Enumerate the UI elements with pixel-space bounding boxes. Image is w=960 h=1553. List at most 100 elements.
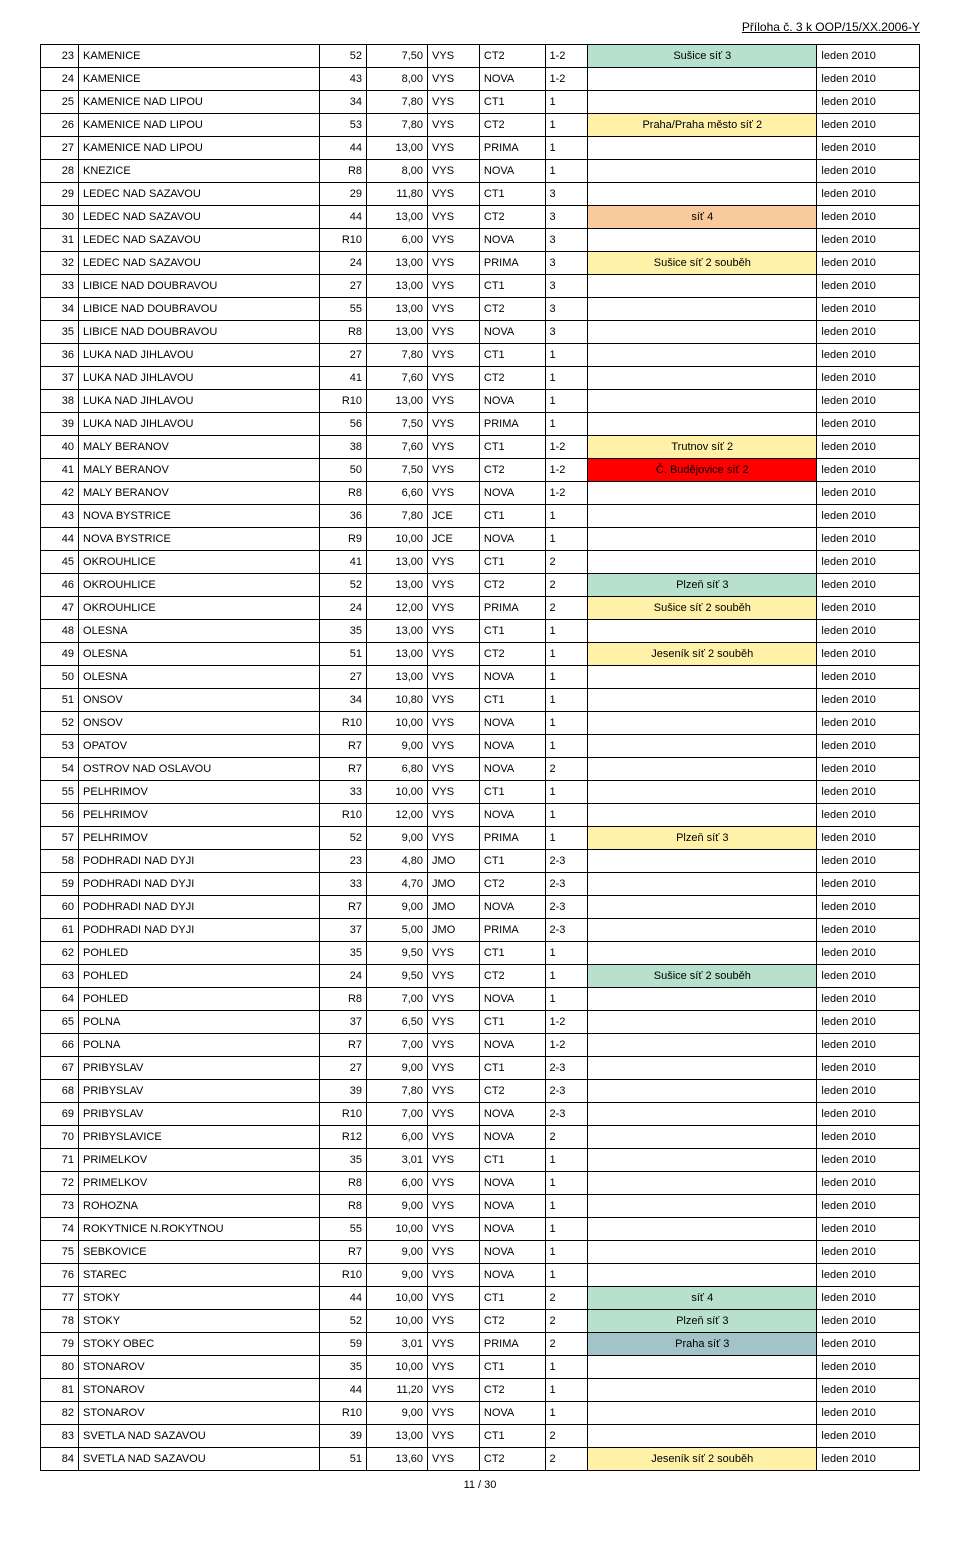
channel: 27	[319, 1057, 366, 1080]
date: leden 2010	[817, 114, 920, 137]
region: VYS	[428, 68, 480, 91]
region: VYS	[428, 390, 480, 413]
range: 1	[545, 827, 588, 850]
value: 10,00	[367, 1287, 428, 1310]
value: 13,00	[367, 1425, 428, 1448]
channel: R7	[319, 735, 366, 758]
channel: 41	[319, 367, 366, 390]
channel: 51	[319, 1448, 366, 1471]
channel: 35	[319, 942, 366, 965]
location-name: STOKY OBEC	[79, 1333, 320, 1356]
value: 10,00	[367, 712, 428, 735]
location-name: LUKA NAD JIHLAVOU	[79, 344, 320, 367]
region: VYS	[428, 1218, 480, 1241]
region: VYS	[428, 1425, 480, 1448]
location-name: ONSOV	[79, 689, 320, 712]
value: 10,00	[367, 528, 428, 551]
table-row: 46OKROUHLICE5213,00VYSCT22Plzeň síť 3led…	[41, 574, 920, 597]
station: PRIMA	[479, 919, 545, 942]
location-name: LEDEC NAD SAZAVOU	[79, 206, 320, 229]
note	[588, 1195, 817, 1218]
channel: 50	[319, 459, 366, 482]
note	[588, 68, 817, 91]
row-number: 36	[41, 344, 79, 367]
range: 1	[545, 344, 588, 367]
station: PRIMA	[479, 137, 545, 160]
channel: 44	[319, 206, 366, 229]
location-name: PRIBYSLAV	[79, 1057, 320, 1080]
range: 1	[545, 1149, 588, 1172]
row-number: 59	[41, 873, 79, 896]
range: 1-2	[545, 68, 588, 91]
range: 2	[545, 574, 588, 597]
station: NOVA	[479, 1241, 545, 1264]
date: leden 2010	[817, 551, 920, 574]
station: CT1	[479, 1149, 545, 1172]
row-number: 82	[41, 1402, 79, 1425]
date: leden 2010	[817, 1333, 920, 1356]
range: 2	[545, 597, 588, 620]
date: leden 2010	[817, 827, 920, 850]
channel: 35	[319, 1356, 366, 1379]
range: 1	[545, 114, 588, 137]
note	[588, 896, 817, 919]
location-name: SVETLA NAD SAZAVOU	[79, 1448, 320, 1471]
channel: 44	[319, 137, 366, 160]
row-number: 25	[41, 91, 79, 114]
location-name: OSTROV NAD OSLAVOU	[79, 758, 320, 781]
table-row: 39LUKA NAD JIHLAVOU567,50VYSPRIMA1leden …	[41, 413, 920, 436]
row-number: 81	[41, 1379, 79, 1402]
range: 3	[545, 183, 588, 206]
station: PRIMA	[479, 827, 545, 850]
value: 11,80	[367, 183, 428, 206]
row-number: 33	[41, 275, 79, 298]
table-row: 59PODHRADI NAD DYJI334,70JMOCT22-3leden …	[41, 873, 920, 896]
station: CT2	[479, 459, 545, 482]
range: 2	[545, 551, 588, 574]
table-row: 33LIBICE NAD DOUBRAVOU2713,00VYSCT13lede…	[41, 275, 920, 298]
region: VYS	[428, 1379, 480, 1402]
range: 3	[545, 298, 588, 321]
value: 13,00	[367, 390, 428, 413]
note	[588, 758, 817, 781]
table-row: 70PRIBYSLAVICER126,00VYSNOVA2leden 2010	[41, 1126, 920, 1149]
note	[588, 1379, 817, 1402]
table-row: 78STOKY5210,00VYSCT22Plzeň síť 3leden 20…	[41, 1310, 920, 1333]
value: 10,00	[367, 781, 428, 804]
channel: 55	[319, 1218, 366, 1241]
channel: 55	[319, 298, 366, 321]
channel: R10	[319, 1103, 366, 1126]
table-row: 29LEDEC NAD SAZAVOU2911,80VYSCT13leden 2…	[41, 183, 920, 206]
range: 2	[545, 1287, 588, 1310]
station: CT2	[479, 298, 545, 321]
note	[588, 275, 817, 298]
channel: 24	[319, 252, 366, 275]
station: NOVA	[479, 988, 545, 1011]
row-number: 50	[41, 666, 79, 689]
date: leden 2010	[817, 942, 920, 965]
row-number: 71	[41, 1149, 79, 1172]
region: VYS	[428, 183, 480, 206]
date: leden 2010	[817, 1011, 920, 1034]
note	[588, 1126, 817, 1149]
note: Jeseník síť 2 souběh	[588, 643, 817, 666]
channel: 44	[319, 1287, 366, 1310]
row-number: 69	[41, 1103, 79, 1126]
value: 7,00	[367, 988, 428, 1011]
note	[588, 620, 817, 643]
channel: R7	[319, 1241, 366, 1264]
channel: 24	[319, 597, 366, 620]
station: CT2	[479, 206, 545, 229]
location-name: LIBICE NAD DOUBRAVOU	[79, 298, 320, 321]
channel: R10	[319, 712, 366, 735]
row-number: 67	[41, 1057, 79, 1080]
region: VYS	[428, 1149, 480, 1172]
location-name: MALY BERANOV	[79, 459, 320, 482]
location-name: PRIMELKOV	[79, 1149, 320, 1172]
value: 9,00	[367, 1241, 428, 1264]
note	[588, 482, 817, 505]
table-row: 26KAMENICE NAD LIPOU537,80VYSCT21Praha/P…	[41, 114, 920, 137]
date: leden 2010	[817, 804, 920, 827]
value: 7,60	[367, 367, 428, 390]
channel: 43	[319, 68, 366, 91]
